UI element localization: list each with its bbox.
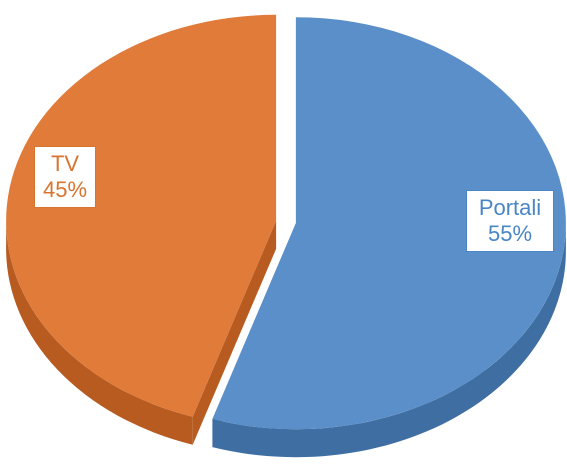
- data-label-tv-value: 45%: [42, 177, 88, 202]
- data-label-portali-category: Portali: [478, 195, 542, 220]
- data-label-tv: TV 45%: [34, 146, 96, 208]
- data-label-tv-category: TV: [50, 151, 80, 176]
- data-label-portali: Portali 55%: [466, 190, 554, 252]
- pie-slice-portali-side: [212, 223, 566, 458]
- pie-slice-tv: [6, 14, 277, 417]
- pie-slice-portali: [212, 17, 566, 430]
- pie-slice-tv-cut: [192, 220, 277, 445]
- pie-slice-tv-side: [6, 220, 193, 445]
- data-label-portali-value: 55%: [487, 221, 533, 246]
